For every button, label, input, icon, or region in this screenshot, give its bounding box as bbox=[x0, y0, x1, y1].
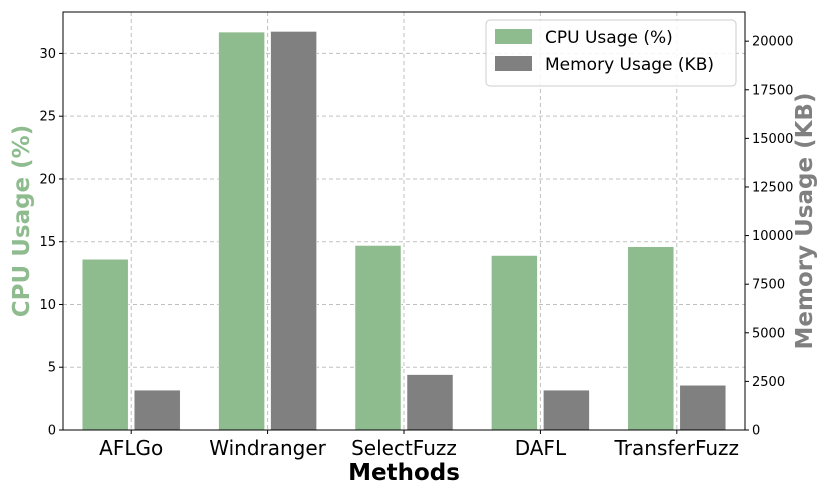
right-axis-tick-label: 5000 bbox=[752, 326, 785, 341]
right-axis-tick-label: 17500 bbox=[752, 83, 793, 98]
right-axis-tick-label: 2500 bbox=[752, 375, 785, 390]
x-axis-category-label: TransferFuzz bbox=[614, 436, 740, 460]
left-axis: 0 5 10 15 20 25 30 bbox=[39, 47, 63, 439]
x-axis-category-label: Windranger bbox=[209, 436, 326, 460]
x-axis-category-label: AFLGo bbox=[99, 436, 163, 460]
bar-memory-transferfuzz bbox=[679, 385, 727, 431]
legend: CPU Usage (%) Memory Usage (KB) bbox=[485, 19, 737, 87]
legend-swatch-memory bbox=[495, 56, 532, 71]
bar-memory-selectfuzz bbox=[406, 374, 454, 431]
legend-swatch-cpu bbox=[495, 29, 532, 44]
bar-cpu-dafl bbox=[491, 255, 538, 431]
right-axis-tick-label: 12500 bbox=[752, 180, 793, 195]
bar-cpu-windranger bbox=[218, 31, 265, 431]
bar-cpu-aflgo bbox=[81, 259, 129, 431]
right-axis-tick-label: 0 bbox=[752, 424, 760, 439]
left-axis-tick-label: 10 bbox=[39, 298, 56, 313]
legend-frame bbox=[485, 19, 737, 87]
bar-memory-dafl bbox=[543, 389, 590, 431]
left-axis-label: CPU Usage (%) bbox=[9, 125, 35, 317]
legend-label-cpu: CPU Usage (%) bbox=[545, 28, 673, 48]
bar-cpu-transferfuzz bbox=[627, 246, 675, 431]
legend-label-memory: Memory Usage (KB) bbox=[545, 55, 714, 75]
left-axis-tick-label: 25 bbox=[39, 110, 56, 125]
x-axis: AFLGo Windranger SelectFuzz DAFL TransferFuz… bbox=[99, 430, 739, 460]
x-axis-category-label: DAFL bbox=[515, 436, 567, 460]
right-axis: 0 2500 5000 7500 10000 12500 15000 17500 20000 bbox=[745, 35, 793, 439]
left-axis-tick-label: 15 bbox=[39, 235, 56, 250]
bars bbox=[81, 31, 727, 431]
bar-memory-windranger bbox=[270, 31, 317, 431]
right-axis-tick-label: 15000 bbox=[752, 132, 793, 147]
left-axis-tick-label: 5 bbox=[48, 361, 56, 376]
bar-cpu-selectfuzz bbox=[354, 245, 402, 431]
x-axis-category-label: SelectFuzz bbox=[351, 436, 457, 460]
left-axis-tick-label: 0 bbox=[48, 424, 56, 439]
right-axis-tick-label: 10000 bbox=[752, 229, 793, 244]
right-axis-label: Memory Usage (KB) bbox=[792, 93, 818, 350]
right-axis-tick-label: 20000 bbox=[752, 35, 793, 50]
right-axis-tick-label: 7500 bbox=[752, 278, 785, 293]
x-axis-label: Methods bbox=[348, 460, 460, 486]
left-axis-tick-label: 30 bbox=[39, 47, 56, 62]
left-axis-tick-label: 20 bbox=[39, 172, 56, 187]
bar-memory-aflgo bbox=[133, 389, 181, 431]
